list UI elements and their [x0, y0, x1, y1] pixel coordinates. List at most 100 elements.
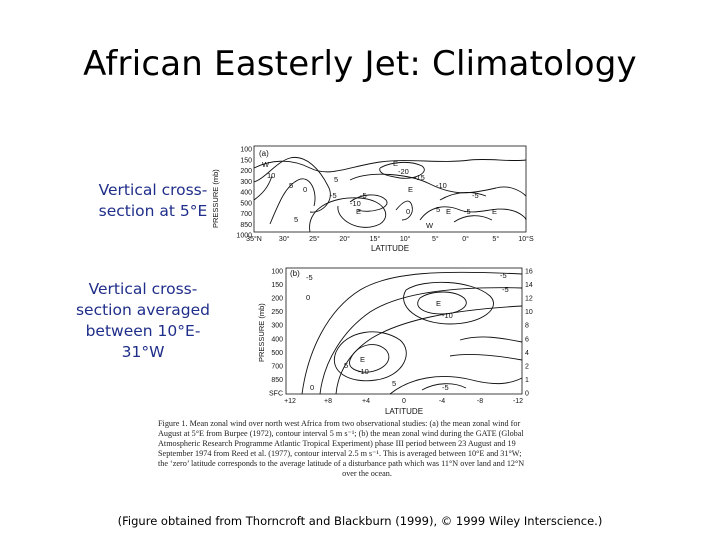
panel-b-x-tick-label: +8 — [324, 398, 332, 405]
panel-a-y-tick-label: 200 — [240, 168, 252, 175]
panel-a-description-line: Vertical cross- — [98, 181, 208, 199]
contour-label: 5 — [436, 205, 440, 214]
panel-b-x-tick-label: -12 — [513, 398, 523, 405]
panel-b-y-tick-label: 700 — [271, 363, 283, 370]
panel-b-right-y-tick-label: 6 — [525, 336, 529, 343]
panel-b: PRESSURE (mb) 10015020025030040050070085… — [257, 267, 533, 416]
caption-line: the ‘zero’ latitude corresponds to the a… — [158, 459, 525, 468]
contour-label: -10 — [350, 199, 361, 208]
panel-b-x-tick-label: +12 — [284, 398, 296, 405]
contour-label: 5 — [344, 361, 348, 370]
panel-b-description-line: between 10°E- — [85, 322, 201, 340]
panel-b-y-tick-label: 300 — [271, 323, 283, 330]
panel-b-contours — [301, 271, 523, 395]
figure-credit: (Figure obtained from Thorncroft and Bla… — [117, 514, 603, 528]
panel-b-description-line: section averaged — [75, 301, 211, 319]
panel-a-y-tick-label: 300 — [240, 179, 252, 186]
panel-b-right-y-tick-label: 1 — [525, 377, 529, 384]
panel-a-x-tick-label: 35°N — [246, 235, 262, 243]
panel-b-y-tick-label: 250 — [271, 309, 283, 316]
panel-a-x-tick-label: 25° — [309, 235, 320, 243]
caption-line: Atmospheric Research Programme Atlantic … — [158, 439, 516, 448]
panel-a-tag: (a) — [259, 149, 269, 158]
contour-label: E — [408, 185, 413, 194]
panel-b-description-line: Vertical cross- — [88, 280, 198, 298]
contour-label: 5 — [289, 181, 293, 190]
panel-b-y-tick-label: 150 — [271, 282, 283, 289]
panel-a-x-tick-label: 10° — [400, 235, 411, 243]
panel-b-y-axis-label: PRESSURE (mb) — [257, 303, 266, 362]
panel-b-x-tick-label: +4 — [362, 398, 370, 405]
contour-label: -20 — [398, 167, 409, 176]
contour-label: E — [356, 207, 361, 216]
panel-b-y-tick-label: 200 — [271, 296, 283, 303]
panel-b-x-tick-label: -8 — [477, 398, 483, 405]
panel-b-y-tick-label: SFC — [269, 391, 283, 398]
panel-b-right-y-tick-label: 16 — [525, 269, 533, 276]
contour-label: -5 — [442, 383, 449, 392]
panel-a-x-tick-label: 20° — [339, 235, 350, 243]
contour-label: 5 — [294, 215, 298, 224]
panel-a-y-tick-label: 150 — [240, 157, 252, 164]
panel-b-right-y-tick-label: 12 — [525, 296, 533, 303]
slide-title: African Easterly Jet: Climatology — [83, 44, 637, 84]
contour-label: -5 — [360, 191, 367, 200]
panel-a-y-axis-label: PRESSURE (mb) — [211, 169, 220, 228]
contour-label: -15 — [414, 173, 425, 182]
contour-label: W — [262, 160, 270, 169]
contour-label: 10 — [267, 171, 275, 180]
contour-label: -5 — [306, 273, 313, 282]
panel-b-tag: (b) — [290, 269, 300, 278]
caption-line: Figure 1. Mean zonal wind over north wes… — [158, 419, 521, 428]
contour-label: E — [360, 355, 365, 364]
panel-a-description: Vertical cross- section at 5°E — [78, 180, 228, 222]
panel-a: PRESSURE (mb) 10015020030040050070085010… — [211, 145, 534, 253]
scanned-figure: PRESSURE (mb) 100 150 200 300 400 500 700 850 10… — [210, 140, 540, 420]
contour-label: E — [446, 207, 451, 216]
contour-label: 5 — [392, 379, 396, 388]
panel-a-description-line: section at 5°E — [98, 202, 208, 220]
panel-a-x-axis-label: LATITUDE — [371, 244, 409, 253]
panel-b-right-y-tick-label: 10 — [525, 309, 533, 316]
panel-b-x-axis-label: LATITUDE — [385, 407, 423, 416]
contour-label: 5 — [334, 175, 338, 184]
panel-b-y-tick-label: 500 — [271, 350, 283, 357]
figure-caption: Figure 1. Mean zonal wind over north wes… — [158, 419, 576, 479]
panel-a-x-tick-label: 10°S — [518, 235, 534, 243]
contour-label: E — [492, 207, 497, 216]
panel-b-description: Vertical cross- section averaged between… — [58, 279, 228, 363]
contour-label: 0 — [406, 207, 410, 216]
panel-a-y-tick-label: 850 — [240, 222, 252, 229]
panel-a-y-tick-label: 700 — [240, 211, 252, 218]
caption-line: over the ocean. — [342, 469, 392, 478]
contour-label: -5 — [330, 191, 337, 200]
panel-a-x-tick-label: 30° — [279, 235, 290, 243]
contour-label: -10 — [436, 181, 447, 190]
panel-a-x-tick-label: 15° — [370, 235, 381, 243]
panel-b-y-tick-label: 400 — [271, 336, 283, 343]
caption-line: August at 5°E from Burpee (1972), contou… — [158, 429, 524, 438]
panel-b-x-tick-label: -4 — [439, 398, 445, 405]
panel-b-x-tick-label: 0 — [402, 398, 406, 405]
contour-label: E — [436, 299, 441, 308]
contour-label: -5 — [464, 207, 471, 216]
contour-label: -5 — [472, 191, 479, 200]
panel-b-right-y-tick-label: 14 — [525, 282, 533, 289]
panel-b-right-y-tick-label: 4 — [525, 350, 529, 357]
panel-b-frame — [285, 267, 523, 395]
panel-b-y-tick-label: 850 — [271, 377, 283, 384]
panel-a-x-tick-label: 5° — [432, 235, 439, 243]
panel-a-contours — [253, 156, 527, 233]
panel-a-contour-labels: W 10 5 0 E -20 -15 -10 -5 5 -5 -10 -5 5 … — [262, 159, 497, 230]
panel-b-right-y-tick-label: 0 — [525, 391, 529, 398]
contour-label: 0 — [306, 293, 310, 302]
panel-a-x-tick-label: 5° — [492, 235, 499, 243]
panel-a-y-tick-label: 100 — [240, 147, 252, 154]
panel-b-y-tick-label: 100 — [271, 269, 283, 276]
contour-label: -5 — [500, 271, 507, 280]
panel-b-description-line: 31°W — [121, 343, 165, 361]
contour-label: E — [393, 159, 398, 168]
panel-a-y-tick-label: 1000 — [236, 233, 252, 240]
panel-b-contour-labels: -5 -5 -5 0 E -10 5 E -10 0 -5 5 — [306, 271, 509, 392]
panel-b-right-y-tick-label: 8 — [525, 323, 529, 330]
